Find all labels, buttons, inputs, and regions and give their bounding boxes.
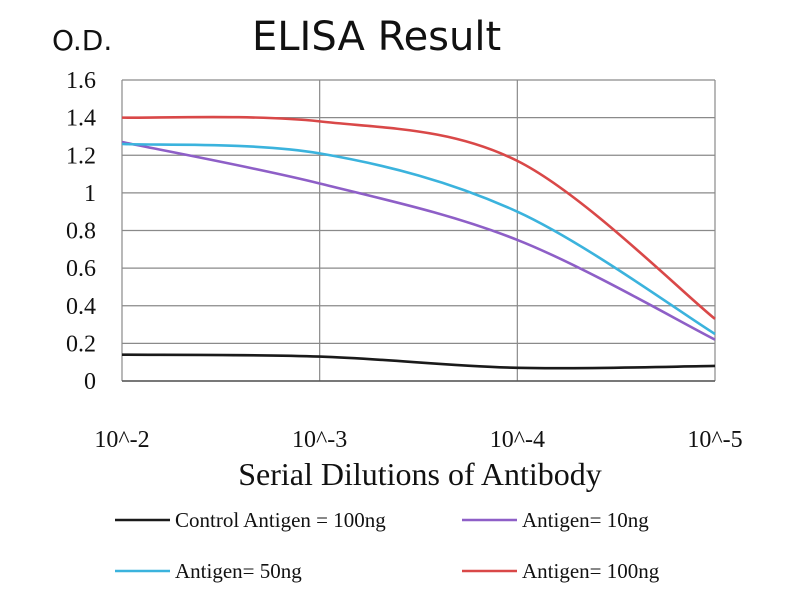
- legend-label: Control Antigen = 100ng: [175, 508, 386, 532]
- series-line: [121, 115, 716, 320]
- y-tick-label: 0.6: [66, 256, 96, 282]
- y-tick-label: 0: [84, 369, 96, 395]
- y-tick-label: 1: [84, 181, 96, 207]
- legend-label: Antigen= 50ng: [175, 559, 302, 583]
- x-tick-label: 10^-5: [687, 427, 742, 453]
- legend: Control Antigen = 100ng Antigen= 10ng Anti…: [115, 508, 660, 583]
- y-tick-label: 0.8: [66, 219, 96, 245]
- chart-title: ELISA Result: [252, 14, 501, 60]
- series-lines: [121, 115, 716, 370]
- y-axis-label: O.D.: [52, 24, 112, 57]
- series-line: [121, 140, 716, 341]
- series-line: [121, 353, 716, 370]
- y-tick-label: 1.2: [66, 143, 96, 169]
- y-tick-label: 0.4: [66, 294, 96, 320]
- x-axis-label: Serial Dilutions of Antibody: [238, 456, 602, 492]
- grid: [121, 79, 716, 382]
- x-tick-label: 10^-4: [490, 427, 545, 453]
- x-tick-labels: 10^-2 10^-3 10^-4 10^-5: [94, 427, 742, 453]
- legend-label: Antigen= 10ng: [522, 508, 649, 532]
- y-tick-label: 0.2: [66, 331, 96, 357]
- y-tick-label: 1.6: [66, 68, 96, 94]
- legend-label: Antigen= 100ng: [522, 559, 660, 583]
- x-tick-label: 10^-3: [292, 427, 347, 453]
- y-tick-label: 1.4: [66, 106, 96, 132]
- series-line: [121, 142, 716, 336]
- x-tick-label: 10^-2: [94, 427, 149, 453]
- y-tick-labels: 1.6 1.4 1.2 1 0.8 0.6 0.4 0.2 0: [66, 68, 96, 395]
